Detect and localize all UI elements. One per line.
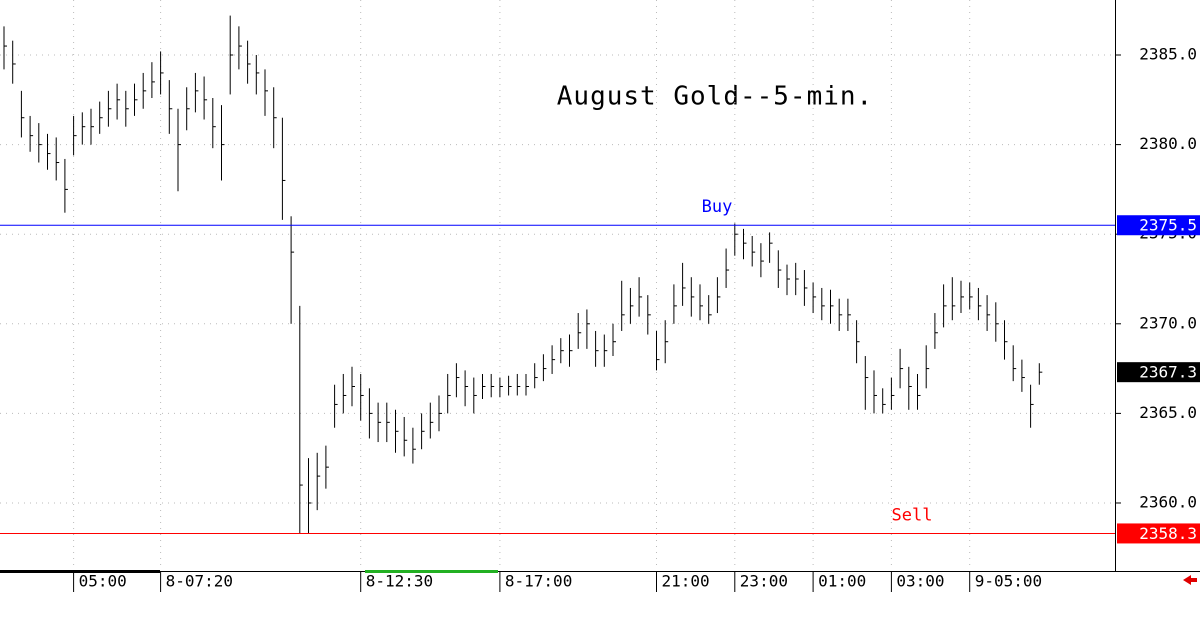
x-tick-label: 8-12:30 (366, 572, 433, 591)
x-tick-label: 21:00 (662, 572, 710, 591)
y-tick-label: 2370.0 (1139, 313, 1197, 332)
x-tick-label: 03:00 (896, 572, 944, 591)
y-tick-label: 2360.0 (1139, 492, 1197, 511)
price-box-label: 2358.3 (1139, 524, 1197, 543)
level-name: Sell (892, 505, 933, 525)
x-tick-label: 9-05:00 (975, 572, 1042, 591)
session-bar (365, 570, 498, 573)
scroll-arrow[interactable] (1183, 575, 1197, 585)
last-price-box (1117, 362, 1200, 383)
price-box-label: 2375.5 (1139, 216, 1197, 235)
x-tick-label: 05:00 (79, 572, 127, 591)
y-tick-label: 2365.0 (1139, 403, 1197, 422)
price-box (1117, 523, 1200, 544)
session-bar (0, 570, 160, 573)
y-tick-label: 2380.0 (1139, 134, 1197, 153)
x-tick-label: 8-07:20 (166, 572, 233, 591)
x-tick-label: 23:00 (740, 572, 788, 591)
last-price-label: 2367.3 (1139, 363, 1197, 382)
chart-title: August Gold--5-min. (557, 82, 873, 112)
y-tick-label: 2385.0 (1139, 45, 1197, 64)
x-tick-label: 8-17:00 (505, 572, 572, 591)
level-name: Buy (702, 197, 733, 217)
price-box (1117, 215, 1200, 236)
x-tick-label: 01:00 (818, 572, 866, 591)
